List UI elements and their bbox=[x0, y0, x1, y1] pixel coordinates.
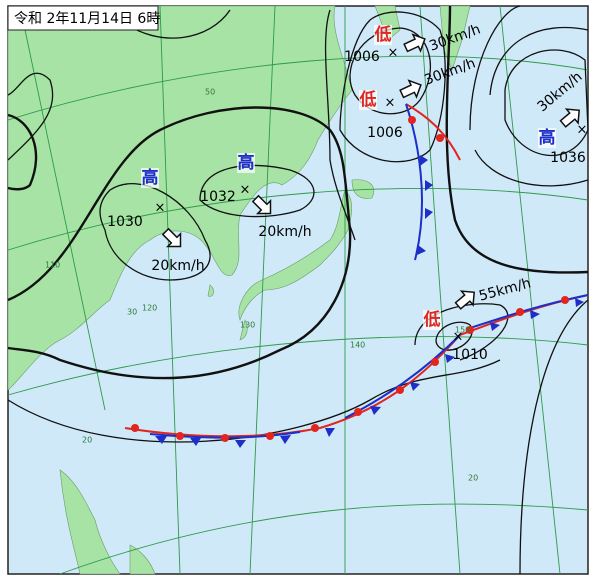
label-bg bbox=[538, 128, 556, 148]
movement-speed: 20km/h bbox=[258, 224, 311, 240]
map-title: 令和 2年11月14日 6時 bbox=[14, 11, 160, 27]
movement-speed: 20km/h bbox=[151, 258, 204, 274]
center-mark: × bbox=[388, 46, 399, 61]
isobars bbox=[7, 5, 589, 575]
label-bg bbox=[141, 168, 159, 188]
fronts bbox=[124, 103, 589, 448]
movement-arrow bbox=[399, 79, 422, 99]
graticule-label: 140 bbox=[350, 341, 365, 350]
graticule-label: 30 bbox=[127, 308, 137, 317]
land bbox=[7, 5, 471, 575]
label-bg bbox=[359, 90, 377, 110]
graticule-label: 130 bbox=[240, 321, 255, 330]
graticule-label: 20 bbox=[82, 436, 92, 445]
graticule-label: 20 bbox=[468, 474, 478, 483]
graticule-labels: 50 110 120 130 140 150 30 20 20 bbox=[45, 88, 478, 483]
center-mark: × bbox=[577, 123, 588, 138]
system-kind: 低 bbox=[423, 309, 441, 330]
central-pressure: 1036 bbox=[550, 150, 586, 166]
graticule-label: 150 bbox=[455, 326, 470, 335]
movement-arrow bbox=[454, 290, 476, 310]
title-box bbox=[7, 5, 159, 31]
label-bg bbox=[374, 25, 392, 45]
movement-arrow bbox=[559, 108, 581, 128]
central-pressure: 1006 bbox=[344, 49, 380, 65]
system-kind: 低 bbox=[374, 24, 392, 45]
graticule-label: 120 bbox=[142, 304, 157, 313]
movement-arrow bbox=[251, 194, 272, 215]
system-kind: 高 bbox=[142, 167, 159, 188]
graticule-label: 50 bbox=[205, 88, 215, 97]
system-kind: 高 bbox=[238, 152, 255, 173]
movement-arrow bbox=[403, 33, 426, 53]
central-pressure: 1032 bbox=[200, 189, 236, 205]
label-bg bbox=[237, 153, 255, 173]
system-kind: 高 bbox=[539, 127, 556, 148]
central-pressure: 1006 bbox=[367, 125, 403, 141]
center-mark: × bbox=[240, 183, 251, 198]
center-mark: × bbox=[453, 330, 464, 345]
central-pressure: 1030 bbox=[107, 214, 143, 230]
central-pressure: 1010 bbox=[452, 347, 488, 363]
center-mark: × bbox=[385, 96, 396, 111]
system-kind: 低 bbox=[359, 89, 377, 110]
movement-arrow bbox=[161, 227, 182, 248]
graticule-label: 110 bbox=[45, 261, 60, 270]
center-mark: × bbox=[155, 201, 166, 216]
label-bg bbox=[423, 310, 441, 330]
